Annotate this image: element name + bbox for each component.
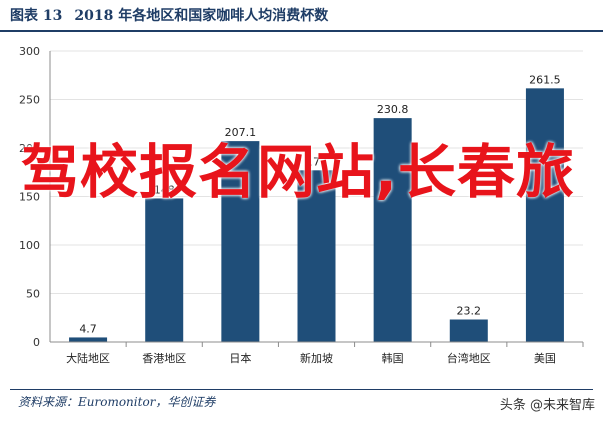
bar [449,319,488,342]
source-note: 资料来源：Euromonitor，华创证券 [18,395,216,409]
x-tick-label: 日本 [229,351,251,365]
bar [525,88,564,342]
data-label: 148 [154,183,175,196]
bar [297,170,336,342]
y-tick-label: 250 [19,94,40,107]
data-label: 23.2 [457,304,482,317]
x-tick-label: 新加坡 [300,351,333,365]
y-tick-label: 300 [19,45,40,58]
data-label: 230.8 [377,103,409,116]
bar [373,118,412,343]
chart-title: 2018 年各地区和国家咖啡人均消费杯数 [74,8,329,24]
figure-header: 图表 13 2018 年各地区和国家咖啡人均消费杯数 [0,0,603,32]
watermark: 头条 @未来智库 [499,398,595,413]
bar [221,141,260,342]
x-tick-label: 台湾地区 [447,351,491,365]
y-tick-label: 0 [33,336,40,349]
x-tick-label: 大陆地区 [66,351,110,365]
y-tick-label: 100 [19,239,40,252]
y-tick-label: 150 [19,191,40,204]
bar [145,198,184,342]
source-divider [10,389,593,390]
bar-chart: 0 50 100 150 200 250 300 4.7 大陆地区 148 香港地区 207.1 日本 1… [19,45,584,365]
bar [69,337,108,342]
data-label: 207.1 [225,126,257,139]
x-tick-label: 韩国 [382,351,404,365]
data-label: 261.5 [529,73,561,86]
x-tick-label: 香港地区 [142,352,186,365]
y-tick-label: 50 [26,288,40,301]
y-tick-label: 200 [19,142,40,155]
figure-label: 图表 13 [10,8,63,24]
data-label: 4.7 [79,322,97,335]
data-label: 177 [306,155,327,168]
x-tick-label: 美国 [534,352,556,365]
